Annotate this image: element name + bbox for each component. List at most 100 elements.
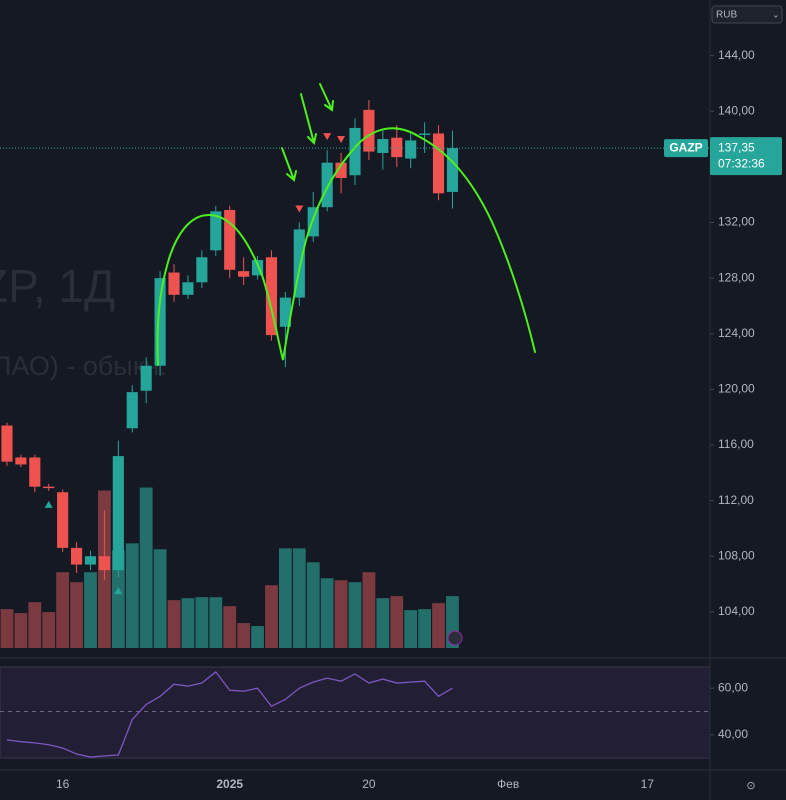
volume-bar (139, 487, 153, 648)
volume-bar (292, 548, 306, 648)
candle-body (1, 425, 13, 462)
volume-bar (125, 543, 139, 648)
rsi-tick-label: 60,00 (718, 680, 748, 694)
volume-bar (209, 597, 223, 648)
candle-body (293, 229, 305, 298)
volume-bar (251, 626, 264, 648)
volume-bar (111, 550, 125, 648)
candle-body (71, 547, 83, 565)
currency-label: RUB (716, 10, 737, 21)
y-tick-label: 108,00 (718, 548, 755, 562)
buy-signal (44, 500, 53, 508)
y-tick-label: 144,00 (718, 48, 755, 62)
candle-body (251, 260, 264, 276)
volume-bar (334, 580, 348, 648)
candle-body (335, 162, 347, 178)
select-caret: ⌄ (772, 9, 780, 19)
currency-select[interactable] (711, 5, 783, 24)
volume-bar (14, 613, 28, 648)
candle-body (224, 209, 236, 270)
volume-bar (320, 578, 334, 648)
candle-body (391, 137, 403, 158)
volume-bar (376, 598, 390, 648)
x-tick-label: 2025 (216, 777, 243, 791)
volume-bar (348, 582, 362, 648)
x-tick-label: Фев (497, 777, 519, 791)
volume-bar (70, 582, 83, 648)
x-tick-label: 16 (56, 777, 70, 791)
candle-body (265, 257, 278, 336)
candle-body (446, 148, 459, 192)
countdown-label: 07:32:36 (718, 156, 765, 170)
symbol-label: GAZP (669, 140, 702, 154)
candle-body (432, 133, 445, 194)
event-icon[interactable] (447, 630, 463, 646)
last-price-label: 137,35 (718, 140, 755, 154)
y-tick-label: 140,00 (718, 103, 755, 117)
rsi-tick-label: 40,00 (718, 727, 748, 741)
candle-body (349, 127, 361, 176)
candle-body (126, 392, 138, 429)
volume-bar (195, 597, 209, 648)
candle-body (98, 556, 110, 571)
symbol-badge (664, 139, 708, 158)
volume-bar (278, 548, 292, 648)
volume-bar (362, 572, 376, 648)
candle-body (307, 207, 319, 237)
watermark-subtitle: ПАО) - обыкн. (0, 351, 167, 381)
volume-bar (181, 598, 195, 648)
volume-bar (223, 606, 237, 648)
watermark-title: ZP, 1Д (0, 260, 115, 312)
candle-body (29, 457, 41, 487)
y-tick-label: 132,00 (718, 215, 755, 229)
candle-body (112, 456, 124, 571)
rsi-line (6, 670, 453, 758)
candle-body (405, 140, 417, 159)
volume-bar (432, 603, 445, 648)
y-tick-label: 120,00 (718, 382, 755, 396)
volume-bar (167, 600, 181, 648)
candle-body (196, 257, 208, 283)
settings-icon[interactable]: ⊙ (746, 780, 755, 792)
x-tick-label: 17 (641, 777, 655, 791)
y-tick-label: 116,00 (718, 437, 754, 451)
y-tick-label: 104,00 (718, 604, 755, 618)
candle-body (363, 109, 375, 152)
candle-body (43, 486, 55, 489)
volume-bar (404, 610, 418, 648)
price-badge (710, 137, 782, 176)
candle-body (140, 365, 152, 391)
volume-bar (418, 609, 432, 648)
volume-bar (42, 612, 56, 648)
y-tick-label: 128,00 (718, 270, 755, 284)
volume-bar (28, 602, 42, 648)
y-tick-label: 124,00 (718, 326, 755, 340)
hand-drawn-annotation (156, 83, 536, 366)
x-tick-label: 20 (362, 777, 376, 791)
volume-bar (306, 562, 320, 648)
candle-body (419, 133, 431, 135)
candle-body (168, 272, 180, 295)
candle-body (321, 162, 333, 208)
volume-bar (390, 596, 404, 648)
volume-bar (84, 572, 97, 648)
volume-bar (56, 572, 70, 648)
candle-body (57, 492, 69, 548)
sell-signal (295, 205, 304, 213)
sell-signal (337, 135, 346, 143)
volume-bar (153, 549, 167, 648)
rsi-pane (0, 666, 711, 759)
candle-body (238, 271, 250, 277)
candle-body (15, 457, 27, 465)
y-tick-label: 112,00 (718, 493, 754, 507)
candle-body (84, 556, 97, 565)
sell-signal (323, 133, 332, 141)
candle-body (182, 282, 194, 295)
candle-body (154, 278, 166, 366)
volume-bar (0, 609, 14, 648)
volume-bar (237, 623, 251, 648)
candle-body (279, 297, 291, 327)
candle-body (210, 211, 222, 251)
